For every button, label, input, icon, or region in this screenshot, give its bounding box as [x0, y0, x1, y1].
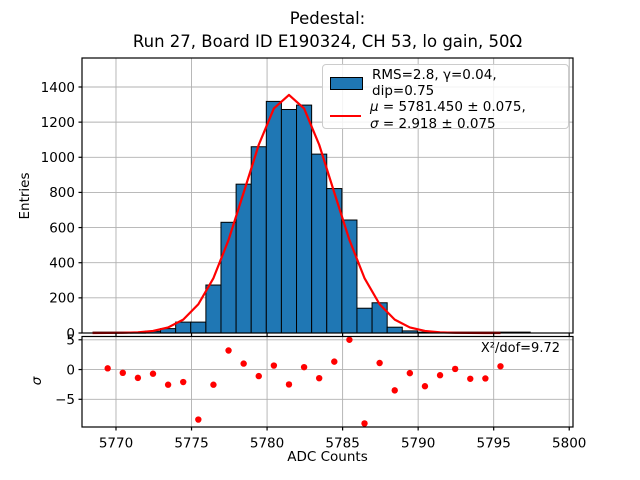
legend-hist-swatch [330, 76, 363, 90]
histogram-bar [205, 284, 222, 334]
y-tick-label: 600 [49, 220, 75, 236]
residual-point [497, 363, 504, 370]
residual-point [270, 362, 278, 369]
histogram-bar [386, 326, 403, 334]
sigma-value: = 2.918 ± 0.075 [378, 115, 496, 132]
y-axis-label-entries: Entries [17, 172, 33, 220]
residual-point [436, 372, 444, 379]
histogram-bar [265, 100, 282, 334]
y-tick-label: 1000 [41, 150, 75, 166]
residual-point [134, 374, 142, 382]
histogram-bar [175, 321, 192, 334]
sigma-symbol: σ [370, 115, 379, 132]
histogram-bar [190, 321, 207, 334]
residual-point [451, 365, 459, 373]
legend-entry-histogram: RMS=2.8, γ=0.04, dip=0.75 [330, 67, 561, 99]
fit-curve [92, 93, 501, 335]
y-tick-label: 0 [66, 326, 75, 342]
x-tick-label: 5770 [99, 436, 133, 452]
residual-point [406, 369, 414, 377]
histogram-bar [371, 302, 388, 334]
x-tick-label: 5775 [174, 436, 208, 452]
histogram-bar [296, 104, 313, 334]
residual-point [210, 381, 217, 388]
mu-symbol: μ [370, 99, 379, 115]
plot-title: Pedestal: Run 27, Board ID E190324, CH 5… [82, 8, 573, 53]
legend-fit-line-swatch [330, 114, 361, 117]
residual-y-tick-label: −5 [55, 392, 75, 408]
y-tick-label: 800 [49, 185, 75, 201]
residual-point [421, 383, 429, 390]
residual-point [467, 375, 474, 382]
x-tick-label: 5795 [477, 436, 511, 452]
residual-point [331, 358, 338, 365]
legend-fit-label: μ = 5781.450 ± 0.075, σ = 2.918 ± 0.075 [370, 99, 526, 132]
residual-point [346, 336, 353, 343]
residual-point [149, 370, 157, 377]
chi2-annotation: X²/dof=9.72 [480, 341, 560, 356]
x-axis-label: ADC Counts [287, 449, 368, 465]
legend-entry-fit: μ = 5781.450 ± 0.075, σ = 2.918 ± 0.075 [330, 99, 561, 132]
histogram-bar [311, 153, 328, 334]
histogram-bar [356, 307, 373, 334]
residual-point [164, 381, 172, 388]
residual-point [482, 375, 489, 382]
plot-title-line2: Run 27, Board ID E190324, CH 53, lo gain… [132, 31, 523, 51]
residual-point [255, 372, 262, 380]
y-tick-label: 1200 [41, 115, 75, 131]
main-axes-frame [81, 57, 574, 334]
residual-axes-frame [81, 335, 574, 428]
residual-point [225, 347, 232, 354]
residual-y-tick-label: 0 [66, 362, 75, 378]
residual-point [240, 360, 247, 367]
residual-y-tick-label: 5 [66, 333, 75, 349]
y-axis-label-sigma: σ [29, 376, 45, 386]
residual-point [391, 387, 398, 394]
histogram-bar [280, 108, 298, 334]
x-tick-label: 5790 [401, 436, 435, 452]
legend: RMS=2.8, γ=0.04, dip=0.75 μ = 5781.450 ±… [322, 64, 569, 132]
legend-hist-label: RMS=2.8, γ=0.04, dip=0.75 [372, 67, 497, 99]
mu-value: = 5781.450 ± 0.075, [378, 99, 526, 115]
x-tick-label: 5785 [325, 436, 359, 452]
residual-point [104, 365, 111, 372]
residual-point [376, 359, 383, 367]
y-tick-label: 200 [49, 291, 75, 307]
residual-point [361, 420, 368, 427]
residual-point [300, 363, 308, 371]
x-tick-label: 5800 [552, 436, 586, 452]
x-tick-label: 5780 [250, 436, 284, 452]
residual-point [119, 369, 126, 377]
residual-point [195, 416, 202, 423]
plot-title-line1: Pedestal: [289, 9, 366, 28]
residual-point [315, 374, 323, 382]
y-tick-label: 1400 [41, 80, 75, 96]
y-tick-label: 400 [49, 256, 75, 272]
residual-point [180, 378, 187, 386]
residual-point [285, 381, 293, 388]
histogram-bar [250, 146, 267, 334]
